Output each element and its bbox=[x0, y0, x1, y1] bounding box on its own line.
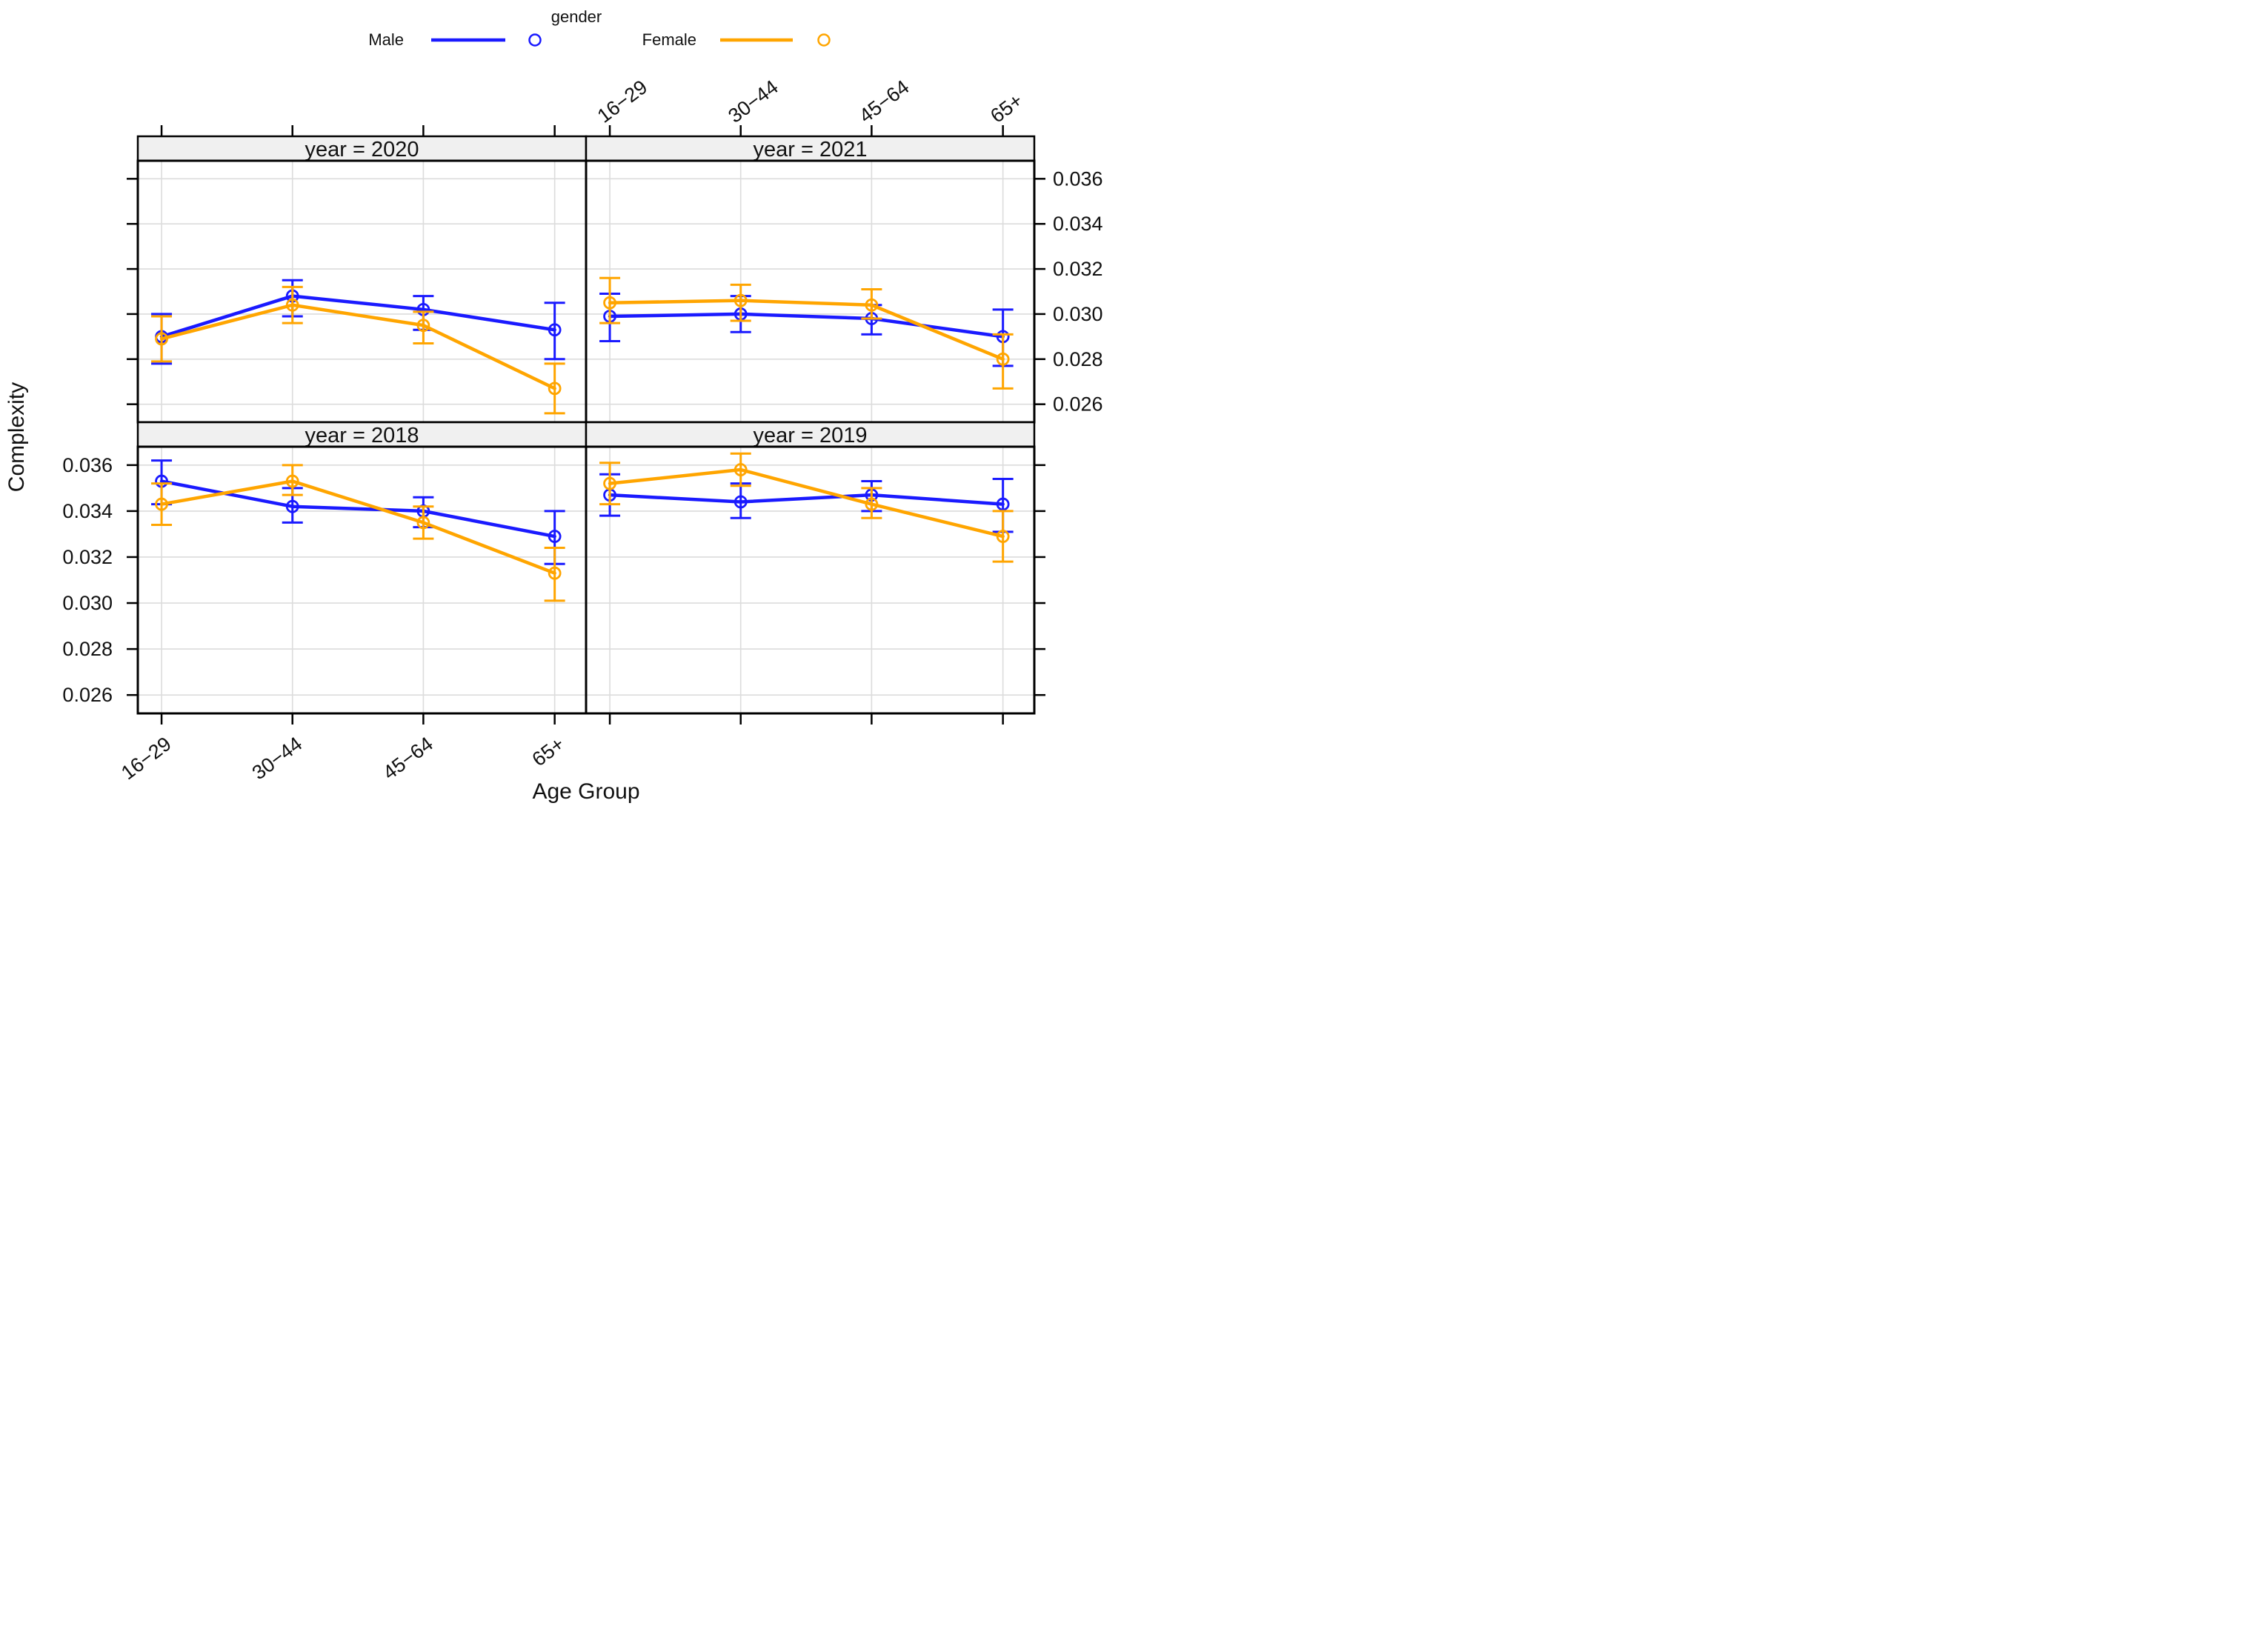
data-point bbox=[603, 476, 616, 490]
legend-point-male-icon bbox=[528, 33, 542, 47]
data-point bbox=[548, 323, 562, 337]
y-tick-label-left: 0.036 bbox=[62, 454, 113, 476]
legend-label-female: Female bbox=[642, 30, 696, 49]
y-tick-label-right: 0.028 bbox=[1053, 348, 1103, 370]
series-line-male bbox=[608, 493, 1005, 506]
y-tick-label-right: 0.034 bbox=[1053, 213, 1103, 235]
panel-year2019: year = 2019 bbox=[585, 421, 1045, 725]
data-point bbox=[734, 293, 748, 307]
panel-bg bbox=[138, 161, 586, 422]
series-line-female bbox=[608, 299, 1005, 362]
panel-bg bbox=[138, 447, 586, 713]
series-line-female bbox=[608, 467, 1005, 539]
data-point bbox=[416, 516, 430, 530]
panel-year2020: year = 2020 bbox=[127, 125, 588, 424]
y-tick-label-right: 0.026 bbox=[1053, 393, 1103, 416]
legend-point-female-icon bbox=[817, 33, 831, 47]
facet-strip-label: year = 2020 bbox=[305, 138, 419, 161]
legend-item-female: Female bbox=[642, 30, 831, 49]
y-tick-label-left: 0.030 bbox=[62, 592, 113, 614]
facet-strip-label: year = 2019 bbox=[754, 424, 868, 447]
panel-bg bbox=[586, 161, 1034, 422]
y-axis-title: Complexity bbox=[4, 382, 29, 492]
trellis-figure: gender Male Female year = 2020 year = 2021 16… bbox=[0, 0, 1121, 826]
series-female bbox=[151, 285, 565, 415]
x-axis-title: Age Group bbox=[532, 779, 639, 804]
data-point bbox=[603, 296, 616, 310]
data-point bbox=[734, 495, 748, 509]
series-line-female bbox=[159, 479, 556, 575]
data-point bbox=[734, 463, 748, 476]
series-female bbox=[151, 464, 565, 602]
series-line-female bbox=[159, 303, 556, 390]
y-tick-label-left: 0.028 bbox=[62, 638, 113, 660]
facet-strip bbox=[585, 421, 1036, 448]
data-point bbox=[996, 352, 1010, 366]
data-point bbox=[865, 497, 879, 511]
data-point bbox=[285, 499, 299, 513]
legend-label-male: Male bbox=[368, 30, 404, 49]
data-point bbox=[548, 566, 562, 580]
y-tick-label-left: 0.026 bbox=[62, 684, 113, 706]
y-tick-label-left: 0.034 bbox=[62, 500, 113, 522]
y-tick-label-right: 0.030 bbox=[1053, 303, 1103, 325]
legend-title: gender bbox=[551, 7, 602, 26]
data-point bbox=[155, 332, 168, 346]
series-female bbox=[599, 276, 1014, 390]
panel-bg bbox=[586, 447, 1034, 713]
series-female bbox=[599, 452, 1014, 563]
series-line-male bbox=[608, 312, 1005, 339]
y-tick-label-right: 0.036 bbox=[1053, 167, 1103, 190]
facet-strip-label: year = 2018 bbox=[305, 424, 419, 447]
y-tick-label-left: 0.032 bbox=[62, 546, 113, 568]
data-point bbox=[548, 382, 562, 396]
panel-frame bbox=[585, 445, 1036, 715]
data-point bbox=[996, 530, 1010, 543]
data-point bbox=[285, 474, 299, 488]
data-point bbox=[996, 497, 1010, 511]
data-point bbox=[285, 298, 299, 312]
series-line-male bbox=[159, 294, 556, 339]
facet-strip bbox=[136, 421, 588, 448]
y-tick-label-right: 0.032 bbox=[1053, 258, 1103, 280]
legend: gender Male Female bbox=[368, 7, 831, 49]
data-point bbox=[865, 298, 879, 312]
data-point bbox=[548, 530, 562, 543]
data-point bbox=[155, 497, 168, 511]
facet-strip-label: year = 2021 bbox=[754, 138, 868, 161]
data-point bbox=[416, 319, 430, 333]
legend-item-male: Male bbox=[368, 30, 542, 49]
